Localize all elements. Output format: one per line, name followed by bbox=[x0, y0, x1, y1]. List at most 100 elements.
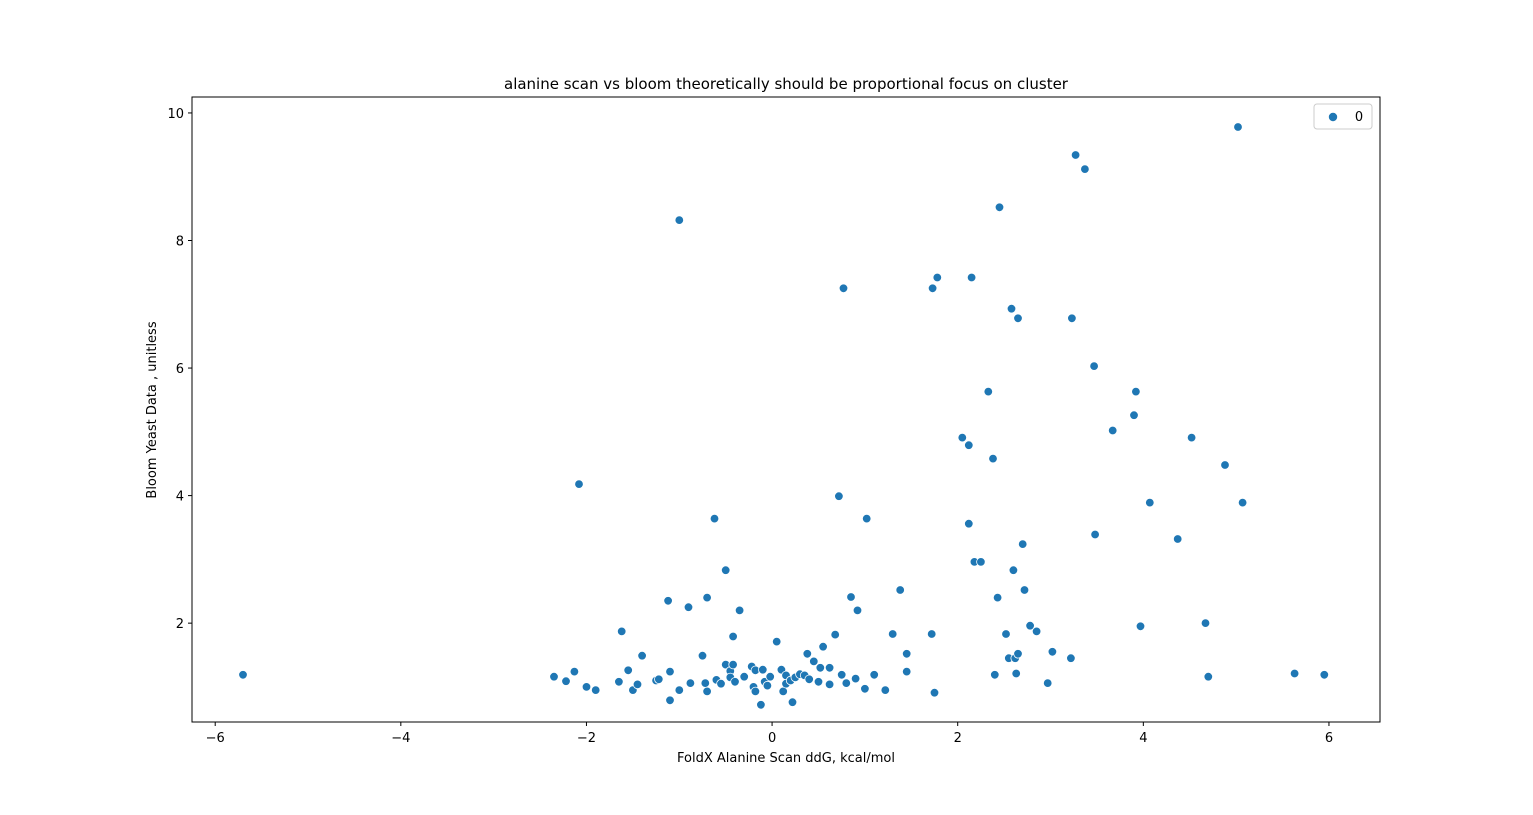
y-tick-label: 8 bbox=[176, 234, 184, 249]
chart-title: alanine scan vs bloom theoretically shou… bbox=[504, 75, 1069, 93]
y-axis: 2 4 6 8 10 bbox=[167, 107, 192, 632]
x-tick-label: −2 bbox=[577, 731, 596, 746]
legend: 0 bbox=[1313, 103, 1373, 130]
data-point bbox=[852, 605, 863, 616]
data-point bbox=[824, 663, 835, 673]
x-tick-label: 4 bbox=[1139, 731, 1147, 746]
data-point bbox=[1025, 621, 1035, 631]
data-point bbox=[623, 665, 633, 676]
data-point bbox=[862, 513, 872, 524]
data-point bbox=[1107, 425, 1118, 436]
data-point bbox=[966, 272, 977, 283]
data-point bbox=[772, 636, 782, 647]
data-point bbox=[702, 686, 712, 697]
data-point bbox=[750, 686, 761, 697]
data-point bbox=[815, 663, 826, 673]
x-tick-label: 0 bbox=[768, 731, 776, 746]
data-point bbox=[762, 680, 773, 691]
data-point bbox=[1289, 668, 1300, 679]
data-point bbox=[700, 678, 711, 688]
data-point bbox=[1013, 649, 1023, 659]
data-point bbox=[665, 695, 675, 706]
data-point bbox=[1070, 150, 1081, 160]
y-axis-label: Bloom Yeast Data , unitless bbox=[145, 321, 160, 498]
data-point bbox=[685, 678, 696, 688]
data-point bbox=[1090, 529, 1100, 540]
data-point bbox=[850, 673, 861, 684]
x-tick-label: 6 bbox=[1325, 731, 1333, 746]
data-point bbox=[860, 684, 870, 694]
legend-marker bbox=[1328, 112, 1339, 123]
y-tick-label: 4 bbox=[176, 490, 184, 505]
data-point bbox=[665, 666, 675, 677]
data-point bbox=[927, 629, 937, 639]
data-point bbox=[730, 677, 740, 687]
data-point bbox=[988, 453, 998, 464]
data-point bbox=[591, 685, 601, 695]
data-point bbox=[561, 676, 571, 686]
data-point bbox=[1031, 626, 1042, 637]
data-point bbox=[1131, 386, 1141, 397]
data-point bbox=[614, 677, 624, 687]
data-point bbox=[818, 642, 828, 652]
data-point bbox=[1135, 621, 1146, 632]
data-point bbox=[674, 685, 685, 695]
data-point bbox=[734, 605, 745, 616]
data-point bbox=[702, 592, 712, 603]
data-point bbox=[834, 491, 844, 501]
data-point bbox=[902, 649, 912, 659]
x-tick-label: 2 bbox=[954, 731, 962, 746]
x-axis: −6 −4 −2 0 2 4 6 bbox=[206, 722, 1333, 746]
data-point bbox=[549, 672, 559, 682]
data-point bbox=[1011, 668, 1021, 679]
data-point bbox=[976, 557, 986, 567]
data-point bbox=[813, 677, 824, 687]
points-layer bbox=[238, 122, 1330, 710]
data-point bbox=[841, 678, 852, 688]
y-tick-label: 2 bbox=[176, 617, 184, 632]
data-point bbox=[1019, 585, 1030, 595]
data-point bbox=[824, 679, 835, 690]
data-point bbox=[1006, 304, 1017, 314]
data-point bbox=[802, 649, 813, 659]
data-point bbox=[581, 682, 592, 692]
data-point bbox=[739, 672, 749, 682]
data-point bbox=[632, 679, 643, 690]
data-point bbox=[1013, 313, 1023, 324]
data-point bbox=[1129, 410, 1139, 420]
data-point bbox=[994, 202, 1005, 213]
data-point bbox=[1200, 618, 1211, 628]
data-point bbox=[1066, 653, 1076, 663]
data-point bbox=[895, 585, 905, 595]
data-point bbox=[990, 670, 1000, 680]
data-point bbox=[929, 688, 940, 698]
data-point bbox=[902, 666, 912, 677]
data-point bbox=[787, 697, 798, 707]
data-point bbox=[927, 283, 938, 294]
data-point bbox=[756, 700, 766, 710]
y-tick-label: 10 bbox=[167, 107, 184, 122]
data-point bbox=[804, 674, 814, 685]
data-point bbox=[1001, 629, 1011, 639]
data-point bbox=[674, 215, 685, 225]
legend-box bbox=[1313, 103, 1373, 130]
data-point bbox=[888, 629, 898, 639]
x-axis-label: FoldX Alanine Scan ddG, kcal/mol bbox=[677, 751, 895, 766]
data-point bbox=[569, 666, 580, 677]
data-point bbox=[1042, 678, 1053, 688]
data-point bbox=[697, 651, 708, 661]
data-point bbox=[1145, 497, 1155, 508]
data-point bbox=[1233, 122, 1243, 132]
data-point bbox=[964, 440, 974, 450]
data-point bbox=[683, 602, 694, 612]
x-tick-label: −4 bbox=[391, 731, 410, 746]
data-point bbox=[957, 432, 968, 443]
data-point bbox=[869, 670, 879, 680]
data-point bbox=[1237, 497, 1248, 508]
data-point bbox=[809, 656, 819, 667]
data-point bbox=[1067, 313, 1077, 324]
legend-label: 0 bbox=[1355, 110, 1363, 125]
data-point bbox=[637, 651, 647, 661]
